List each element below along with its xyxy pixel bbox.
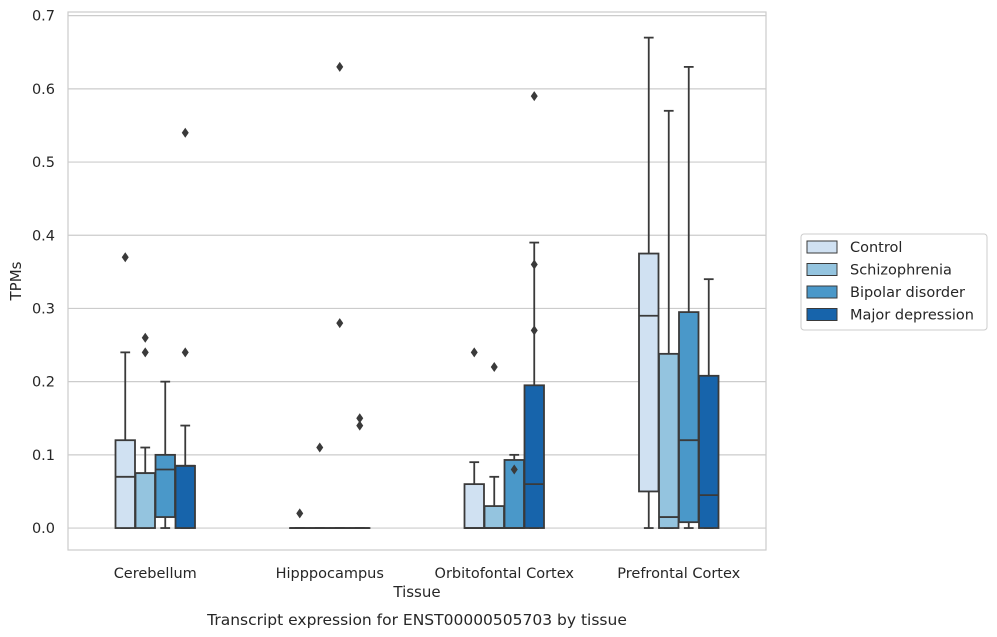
y-tick-label: 0.7 [32,9,55,25]
outlier-point [530,259,538,270]
outlier-point [530,325,538,336]
legend-label: Bipolar disorder [850,285,965,301]
y-tick-label: 0.6 [32,82,55,98]
box-1-2 [329,61,351,529]
box-1-1 [309,442,331,529]
outlier-point [356,413,364,424]
box-2-1 [483,362,505,529]
y-tick-label: 0.2 [32,375,55,391]
outlier-point [316,442,324,453]
x-tick-labels: Cerebellum Hipppocampus Orbitofontal Corte… [114,566,741,582]
y-tick-label: 0.4 [32,228,55,244]
box-body [483,505,505,529]
box-body [658,352,680,529]
outlier-point [336,318,344,329]
box-body [678,311,700,524]
box-body [523,384,545,529]
box-body [463,483,485,529]
y-tick-labels: 0.0 0.1 0.2 0.3 0.4 0.5 0.6 0.7 [32,9,55,537]
outlier-point [530,91,538,102]
y-tick-label: 0.0 [32,521,55,537]
outlier-point [141,347,149,358]
box-body [174,464,196,529]
legend-label: Major depression [850,308,974,324]
outlier-point [181,347,189,358]
legend-label: Control [850,240,902,256]
box-body [154,453,176,518]
box-body [638,252,660,493]
x-tick-label: Orbitofontal Cortex [435,566,575,582]
outlier-point [470,347,478,358]
box-body [114,439,136,529]
box-0-1 [134,332,156,529]
box-1-0 [289,508,311,529]
outlier-point [181,127,189,138]
box-3-3 [698,278,720,529]
box-body [134,472,156,529]
box-3-2 [678,65,700,529]
legend-frame [800,233,988,331]
x-tick-label: Cerebellum [114,566,197,582]
box-2-2 [503,453,525,529]
plot-frame [67,11,767,551]
outlier-point [510,464,518,475]
outlier-point [336,61,344,72]
chart-title: Transcript expression for ENST0000050570… [206,611,627,629]
outlier-point [121,252,129,263]
x-tick-label: Prefrontal Cortex [617,566,740,582]
outlier-point [490,362,498,373]
outlier-point [356,420,364,431]
outlier-point [296,508,304,519]
box-0-0 [114,252,136,529]
box-0-3 [174,127,196,529]
legend-swatch [806,285,838,299]
x-axis-label: Tissue [392,583,440,601]
box-body [698,374,720,529]
boxes [114,36,720,529]
y-tick-label: 0.1 [32,448,55,464]
x-tick-label: Hipppocampus [276,566,384,582]
y-axis-label: TPMs [7,261,25,301]
legend-label: Schizophrenia [850,263,952,279]
box-2-0 [463,347,485,529]
legend-swatch [806,263,838,276]
legend-swatch [806,308,838,321]
box-2-3 [523,91,545,529]
box-1-3 [349,413,371,529]
y-tick-label: 0.3 [32,301,55,317]
legend-swatch [806,240,838,254]
outlier-point [141,332,149,343]
legend: Control Schizophrenia Bipolar disorder Majo… [800,233,988,331]
y-tick-label: 0.5 [32,155,55,171]
